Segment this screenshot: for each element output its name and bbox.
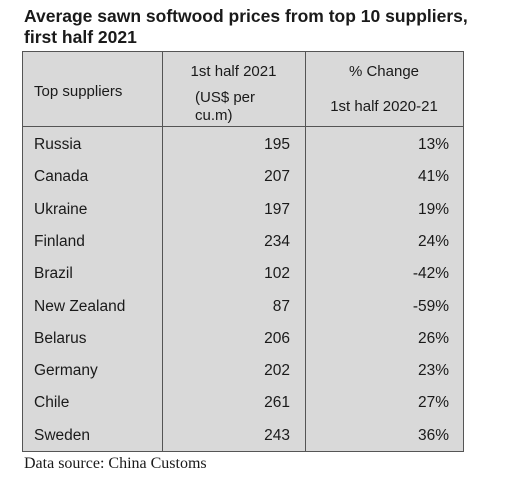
change-cell: 23% [417,362,449,379]
chart-title-line-1: Average sawn softwood prices from top 10… [24,6,468,26]
price-cell: 202 [264,362,290,379]
header-price-line-2: (US$ per [195,89,256,106]
column-divider-2 [305,52,306,451]
chart-title: Average sawn softwood prices from top 10… [24,6,524,48]
supplier-cell: New Zealand [34,298,126,315]
supplier-cell: Germany [34,362,98,379]
header-divider [23,126,463,127]
price-table: Top suppliers 1st half 2021 (US$ per cu.… [22,51,464,452]
column-divider-1 [162,52,163,451]
change-cell: 27% [417,394,449,411]
supplier-cell: Ukraine [34,201,88,218]
price-cell: 206 [264,330,290,347]
change-cell: 36% [417,427,449,444]
price-cell: 234 [264,233,290,250]
supplier-cell: Chile [34,394,70,411]
header-price-line-3: cu.m) [195,107,233,124]
supplier-cell: Finland [34,233,85,250]
change-cell: 13% [417,136,449,153]
price-cell: 261 [264,394,290,411]
price-cell: 102 [264,265,290,282]
supplier-cell: Canada [34,168,89,185]
header-price-line-1: 1st half 2021 [190,63,277,80]
header-change-line-2: 1st half 2020-21 [330,98,438,115]
header-top-suppliers: Top suppliers [34,83,123,100]
change-cell: 26% [417,330,449,347]
change-cell: 19% [417,201,449,218]
change-cell: -59% [412,298,449,315]
supplier-cell: Brazil [34,265,73,282]
change-cell: 41% [417,168,449,185]
price-cell: 197 [264,201,290,218]
price-cell: 243 [264,427,290,444]
supplier-cell: Russia [34,136,82,153]
chart-title-line-2: first half 2021 [24,27,137,47]
data-source-note: Data source: China Customs [24,455,207,472]
price-cell: 207 [264,168,290,185]
change-cell: 24% [417,233,449,250]
header-change-line-1: % Change [348,63,420,80]
supplier-cell: Belarus [34,330,87,347]
price-cell: 87 [272,298,290,315]
change-cell: -42% [412,265,449,282]
supplier-cell: Sweden [34,427,91,444]
price-cell: 195 [264,136,290,153]
